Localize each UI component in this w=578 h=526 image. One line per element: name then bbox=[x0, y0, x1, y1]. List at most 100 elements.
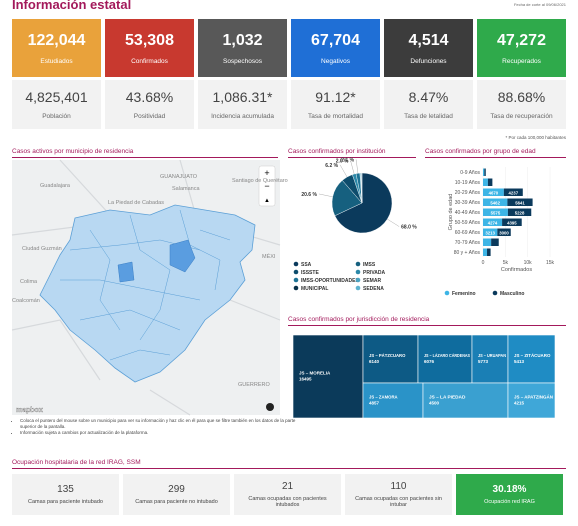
legend-dot bbox=[293, 277, 299, 283]
treemap-value: 5773 bbox=[478, 359, 489, 364]
leader-line bbox=[318, 193, 333, 198]
stat-value: 1,086.31* bbox=[212, 89, 273, 105]
kpi-value: 1,032 bbox=[222, 31, 263, 49]
hospital-card: 21 Camas ocupadas con pacientes intubados bbox=[234, 474, 341, 515]
hospital-value: 299 bbox=[168, 483, 185, 495]
bar bbox=[483, 238, 492, 246]
kpi-value: 122,044 bbox=[27, 31, 86, 49]
treemap-label: JS – PÁTZCUARO bbox=[369, 353, 406, 358]
map-title: Casos activos por municipio de residenci… bbox=[12, 148, 278, 158]
leader-line bbox=[355, 159, 359, 174]
legend-label: IMSS bbox=[363, 262, 376, 268]
hospital-value: 110 bbox=[390, 480, 407, 492]
hospital-label: Camas ocupadas con pacientes sin intubar bbox=[355, 495, 442, 509]
x-tick-label: 10k bbox=[524, 260, 533, 266]
bar-label: 5462 bbox=[490, 200, 500, 205]
legend-dot bbox=[293, 285, 299, 291]
treemap-label: JS – LÁZARO CÁRDENAS bbox=[424, 353, 470, 358]
treemap-label: JS – APATZINGÁN bbox=[514, 395, 553, 400]
info-button[interactable] bbox=[266, 403, 274, 411]
kpi-card: 1,032 Sospechosos bbox=[198, 19, 287, 77]
legend-dot bbox=[444, 290, 450, 296]
treemap-cell bbox=[292, 334, 364, 419]
legend-label: PRIVADA bbox=[363, 270, 386, 276]
hospital-card: 30.18% Ocupación red IRAG bbox=[456, 474, 563, 515]
stat-value: 88.68% bbox=[497, 89, 546, 105]
hospital-card: 299 Camas para paciente no intubado bbox=[123, 474, 230, 515]
treemap-cell bbox=[417, 334, 473, 384]
bar-label: 3213 bbox=[485, 230, 495, 235]
bar-label: 5575 bbox=[491, 210, 501, 215]
y-tick-label: 80 y + Años bbox=[454, 250, 481, 256]
bar-label: 4395 bbox=[507, 220, 517, 225]
legend-dot bbox=[293, 269, 299, 275]
page-title: Información estatal bbox=[12, 0, 132, 12]
bar bbox=[483, 228, 498, 236]
note: Información sujeta a cambios por actuali… bbox=[20, 430, 310, 436]
zoom-out[interactable]: − bbox=[264, 181, 269, 191]
bar bbox=[502, 218, 522, 226]
bar-label: 4670 bbox=[489, 190, 499, 195]
pie-slice bbox=[361, 172, 363, 204]
map-label: Guadalajara bbox=[40, 183, 71, 189]
y-tick-label: 60-69 Años bbox=[455, 230, 481, 236]
kpi-card: 4,514 Defunciones bbox=[384, 19, 473, 77]
map-label: Salamanca bbox=[172, 186, 200, 192]
x-tick-label: 15k bbox=[546, 260, 555, 266]
leader-line bbox=[339, 164, 348, 178]
bar bbox=[483, 178, 488, 186]
cut-date: Fecha de corte al 09/06/2021 bbox=[513, 2, 566, 7]
bar bbox=[507, 198, 533, 206]
treemap-cell bbox=[422, 382, 509, 419]
kpi-card: 53,308 Confirmados bbox=[105, 19, 194, 77]
stat-value: 4,825,401 bbox=[25, 89, 88, 105]
legend-label: ISSSTE bbox=[301, 270, 319, 276]
treemap-label: JS – ZAMORA bbox=[369, 395, 398, 400]
bar bbox=[483, 188, 504, 196]
stat-label: Positividad bbox=[133, 113, 166, 120]
treemap-title: Casos confirmados por jurisdicción de re… bbox=[288, 316, 566, 326]
hospital-label: Camas ocupadas con pacientes intubados bbox=[248, 495, 327, 509]
bar-label: 3000 bbox=[499, 230, 509, 235]
hospital-card: 110 Camas ocupadas con pacientes sin intu… bbox=[345, 474, 452, 515]
pie-slice bbox=[331, 180, 363, 217]
treemap-value: 4215 bbox=[514, 401, 525, 406]
treemap-cell bbox=[362, 382, 424, 419]
bar bbox=[483, 218, 503, 226]
compass[interactable]: ▲ bbox=[264, 198, 270, 204]
map-label: Ciudad Guzmán bbox=[22, 246, 62, 252]
bar bbox=[487, 178, 493, 186]
map: + − ▲ bbox=[11, 159, 281, 416]
bar bbox=[484, 168, 486, 176]
legend-label: SSA bbox=[301, 262, 312, 268]
stat-card: 91.12* Tasa de mortalidad bbox=[291, 80, 380, 129]
stat-card: 8.47% Tasa de letalidad bbox=[384, 80, 473, 129]
y-axis-label: Grupo de edad bbox=[448, 194, 454, 231]
legend-label: SEMAR bbox=[363, 278, 381, 284]
legend-dot bbox=[355, 285, 361, 291]
kpi-value: 53,308 bbox=[125, 31, 174, 49]
stat-label: Tasa de letalidad bbox=[404, 113, 453, 120]
hospital-label: Ocupación red IRAG bbox=[484, 498, 535, 505]
stat-label: Tasa de recuperación bbox=[490, 113, 553, 120]
bar-title: Casos confirmados por grupo de edad bbox=[425, 148, 566, 158]
legend-dot bbox=[355, 261, 361, 267]
hospital-value: 30.18% bbox=[492, 483, 527, 495]
pie-label: 2.1 % bbox=[341, 157, 354, 163]
zoom-controls[interactable] bbox=[258, 165, 276, 207]
pie-slice bbox=[334, 172, 393, 234]
bar bbox=[483, 168, 485, 176]
treemap-value: 6076 bbox=[424, 359, 435, 364]
y-tick-label: 10-19 Años bbox=[455, 180, 481, 186]
hospital-title: Ocupación hospitalaria de la red IRAG, S… bbox=[12, 459, 566, 469]
leader-line bbox=[350, 160, 355, 175]
stat-value: 43.68% bbox=[125, 89, 174, 105]
map-label: Colima bbox=[20, 279, 38, 285]
bar-label: 4274 bbox=[488, 220, 498, 225]
kpi-label: Sospechosos bbox=[222, 57, 263, 65]
legend-dot bbox=[355, 277, 361, 283]
legend-label: Masculino bbox=[500, 291, 524, 297]
zoom-in[interactable]: + bbox=[264, 168, 269, 178]
kpi-label: Recuperados bbox=[502, 57, 541, 65]
treemap-value: 6140 bbox=[369, 359, 380, 364]
